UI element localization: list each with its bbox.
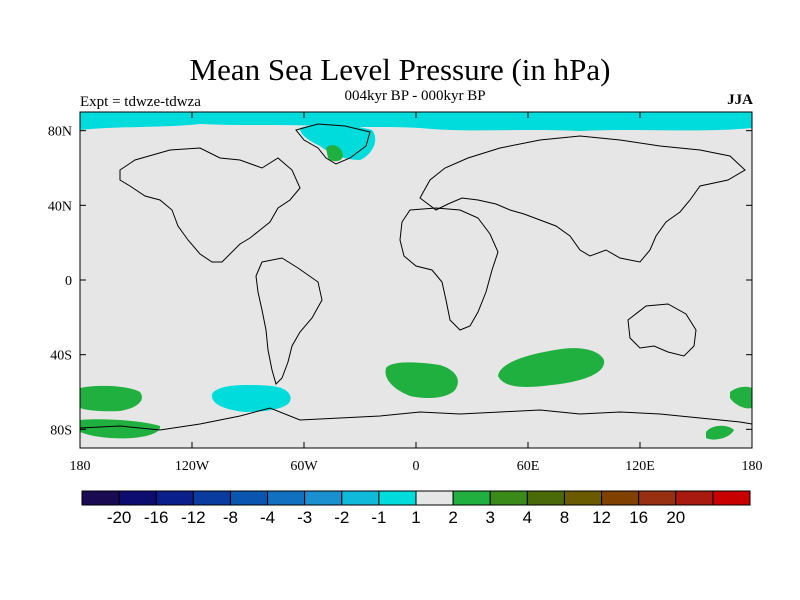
- season-label: JJA: [727, 92, 753, 108]
- map-subtitle: 004kyr BP - 000kyr BP: [344, 88, 486, 104]
- colorbar-label: 4: [523, 508, 532, 527]
- colorbar-label: -16: [144, 508, 169, 527]
- lon-tick-label: 120W: [175, 459, 210, 474]
- lon-tick-label: 60E: [517, 459, 540, 474]
- lon-tick-label: 180: [70, 459, 91, 474]
- colorbar-label: -4: [260, 508, 275, 527]
- south-america-coast: [255, 257, 323, 385]
- colorbar-label: -1: [371, 508, 386, 527]
- anomaly-greenland: [300, 124, 376, 160]
- colorbar-label: -3: [297, 508, 312, 527]
- colorbar-label: -2: [334, 508, 349, 527]
- colorbar-swatch: [341, 490, 380, 506]
- antarctica-coast: [80, 407, 752, 431]
- longitude-axis: 180 120W 60W 0 60E 120E 180: [70, 112, 763, 474]
- colorbar-swatch: [378, 490, 417, 506]
- australia-coast: [627, 303, 697, 357]
- colorbar-swatch: [267, 490, 306, 506]
- lat-tick-label: 80S: [50, 423, 72, 438]
- colorbar-swatch: [229, 490, 269, 506]
- colorbar-swatch: [675, 490, 714, 506]
- experiment-label: Expt = tdwze-tdwza: [80, 94, 201, 110]
- anomaly-south-pacific-low: [211, 384, 291, 412]
- lat-tick-label: 40S: [50, 349, 72, 364]
- anomaly-greenland-dipole: [326, 145, 343, 162]
- latitude-axis: 80N 40N 0 40S 80S: [48, 125, 752, 438]
- anomaly-south-atlantic-high: [385, 362, 458, 398]
- colorbar-swatch: [526, 490, 565, 506]
- colorbar-label: 2: [448, 508, 457, 527]
- anomaly-south-pacific-high: [80, 385, 161, 439]
- lat-tick-label: 0: [65, 274, 72, 289]
- anomaly-arctic-north-band: [80, 112, 752, 131]
- colorbar-label: -12: [181, 508, 206, 527]
- colorbar-swatch: [452, 490, 491, 506]
- coastlines: [80, 123, 752, 431]
- colorbar-swatch: [489, 490, 528, 506]
- colorbar-swatch: [304, 490, 343, 506]
- colorbar-swatch: [712, 490, 751, 506]
- map-background: [80, 112, 752, 448]
- lat-tick-label: 40N: [48, 199, 72, 214]
- colorbar-label: 16: [629, 508, 648, 527]
- colorbar-label: 12: [592, 508, 611, 527]
- colorbar-swatch: [81, 490, 120, 506]
- colorbar-label: 8: [560, 508, 569, 527]
- anomaly-antarctic-coastal-high: [706, 386, 752, 440]
- colorbar-label: 3: [485, 508, 494, 527]
- lon-tick-label: 60W: [290, 459, 318, 474]
- colorbar-label: -20: [107, 508, 132, 527]
- colorbar-swatch: [638, 490, 677, 506]
- colorbar-swatch: [415, 490, 454, 506]
- lon-tick-label: 120E: [625, 459, 655, 474]
- colorbar-swatch: [118, 490, 157, 506]
- lon-tick-label: 0: [413, 459, 420, 474]
- colorbar-label: 1: [411, 508, 420, 527]
- colorbar-swatch: [601, 490, 640, 506]
- colorbar-swatch: [155, 490, 194, 506]
- anomaly-fills: [80, 112, 752, 440]
- map-title: Mean Sea Level Pressure (in hPa): [189, 52, 611, 87]
- colorbar-label: 20: [666, 508, 685, 527]
- anomaly-south-indian-high: [498, 348, 605, 387]
- colorbar-swatch: [192, 490, 231, 506]
- colorbar: -20 -16 -12 -8 -4 -3 -2 -1 1 2 3 4 8 12 16 20: [81, 490, 751, 527]
- lat-tick-label: 80N: [48, 125, 72, 140]
- lon-tick-label: 180: [742, 459, 763, 474]
- colorbar-swatch: [563, 490, 603, 506]
- north-america-coast: [119, 147, 301, 263]
- eurasia-coast: [419, 135, 746, 263]
- africa-coast: [399, 207, 499, 331]
- greenland-coast: [295, 123, 371, 165]
- colorbar-label: -8: [223, 508, 238, 527]
